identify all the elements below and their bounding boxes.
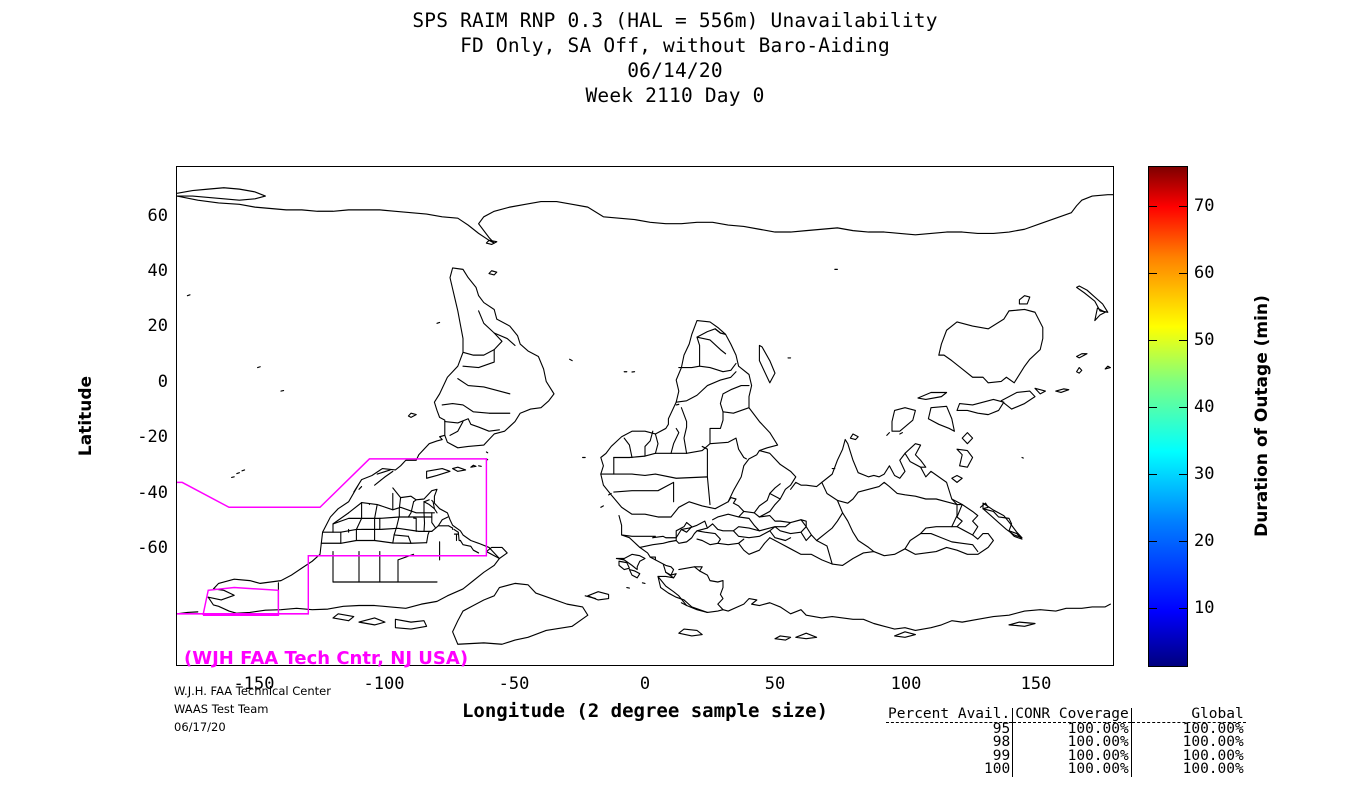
world-map-plot-area (176, 166, 1114, 666)
stats-cell-percent: 98 (992, 734, 1011, 750)
colorbar-tick-label: 60 (1194, 263, 1215, 283)
colorbar-container: 70 60 50 40 30 20 10 (1148, 166, 1214, 667)
world-map-svg (177, 187, 1113, 645)
ytick-label: 20 (147, 316, 168, 336)
colorbar-tick-label: 40 (1194, 397, 1215, 417)
colorbar-tick (1148, 608, 1157, 609)
ytick-label: -40 (137, 483, 168, 503)
stats-cell-percent: 95 (992, 720, 1011, 737)
longitude-tick-labels: -150 -100 -50 0 50 100 150 (176, 674, 1114, 700)
conus-coverage-polygon (177, 458, 488, 615)
colorbar-title: Duration of Outage (min) (1252, 295, 1272, 537)
colorbar-tick (1148, 474, 1157, 475)
colorbar-tick-label: 20 (1194, 531, 1215, 551)
table-row: 95 100.00% 100.00% (886, 720, 1246, 737)
stats-cell-global: 100.00% (1130, 762, 1246, 777)
stats-cell-global: 100.00% (1130, 749, 1246, 763)
stats-header-global: Global (1130, 707, 1246, 723)
colorbar-tick (1179, 474, 1188, 475)
xtick-label: 150 (1020, 674, 1052, 694)
ytick-label: 0 (157, 372, 168, 392)
colorbar-tick (1179, 340, 1188, 341)
colorbar-tick (1148, 206, 1157, 207)
xtick-label: -50 (498, 674, 530, 694)
colorbar-tick-label: 70 (1194, 196, 1215, 216)
ytick-label: 60 (147, 206, 168, 226)
table-row: 100 100.00% 100.00% (886, 761, 1246, 777)
colorbar-tick-label: 30 (1194, 464, 1215, 484)
ytick-label: -60 (137, 538, 168, 558)
footer-line-date: 06/17/20 (174, 720, 226, 734)
stats-header-conr: CONR Coverage (1012, 707, 1132, 723)
colorbar-tick (1148, 273, 1157, 274)
colorbar-tick-label: 10 (1194, 598, 1215, 618)
xtick-label: 100 (890, 674, 922, 694)
title-line-4-epoch: Week 2110 Day 0 (585, 84, 765, 107)
stats-cell-global: 100.00% (1130, 735, 1246, 750)
alaska-coverage-polygon (202, 586, 280, 616)
stats-cell-conr: 100.00% (1012, 721, 1132, 736)
y-axis-title: Latitude (76, 375, 96, 457)
colorbar-tick-label: 50 (1194, 330, 1215, 350)
stats-cell-global: 100.00% (1130, 721, 1246, 736)
colorbar-tick (1179, 273, 1188, 274)
stats-header-percent: Percent Avail. (886, 707, 1013, 723)
colorbar-tick (1179, 608, 1188, 609)
title-line-3-date: 06/14/20 (627, 59, 723, 82)
site-annotation-label: (WJH FAA Tech Cntr, NJ USA) (184, 648, 469, 669)
footer-line-team: WAAS Test Team (174, 702, 269, 716)
stats-table-body: 95 100.00% 100.00% 98 100.00% 100.00% 99… (886, 720, 1246, 777)
ytick-label: 40 (147, 261, 168, 281)
footer-credit: W.J.H. FAA Technical Center WAAS Test Te… (174, 682, 331, 736)
colorbar-tick (1148, 340, 1157, 341)
xtick-label: 0 (639, 674, 651, 694)
stats-cell-conr: 100.00% (1012, 735, 1132, 750)
x-axis-title: Longitude (2 degree sample size) (461, 700, 829, 722)
ytick-label: -20 (137, 427, 168, 447)
table-row: 99 100.00% 100.00% (886, 747, 1246, 764)
title-line-2: FD Only, SA Off, without Baro-Aiding (460, 34, 890, 57)
latitude-tick-labels: 60 40 20 0 -20 -40 -60 (118, 166, 168, 666)
colorbar-tick (1148, 541, 1157, 542)
colorbar-tick (1148, 407, 1157, 408)
stats-cell-conr: 100.00% (1012, 762, 1132, 777)
colorbar-tick (1179, 407, 1188, 408)
stats-table-element: Percent Avail. CONR Coverage Global 95 1… (886, 707, 1246, 777)
availability-stats-table: Percent Avail. CONR Coverage Global 95 1… (886, 681, 1246, 790)
stats-cell-conr: 100.00% (1012, 749, 1132, 763)
title-line-1: SPS RAIM RNP 0.3 (HAL = 556m) Unavailabi… (412, 9, 938, 32)
xtick-label: -150 (233, 674, 275, 694)
colorbar-tick (1179, 541, 1188, 542)
coastlines-layer (177, 187, 1113, 645)
colorbar-gradient (1148, 166, 1188, 667)
colorbar-tick (1179, 206, 1188, 207)
xtick-label: -100 (363, 674, 405, 694)
chart-title-block: SPS RAIM RNP 0.3 (HAL = 556m) Unavailabi… (0, 8, 1350, 108)
coverage-polygon-layer (177, 458, 488, 616)
footer-line-organization: W.J.H. FAA Technical Center (174, 684, 331, 698)
table-row: 98 100.00% 100.00% (886, 734, 1246, 750)
stats-cell-percent: 99 (992, 747, 1011, 764)
stats-header-row: Percent Avail. CONR Coverage Global (886, 707, 1246, 723)
stats-table-head: Percent Avail. CONR Coverage Global (886, 707, 1246, 723)
stats-cell-percent: 100 (984, 761, 1011, 777)
xtick-label: 50 (764, 674, 786, 694)
